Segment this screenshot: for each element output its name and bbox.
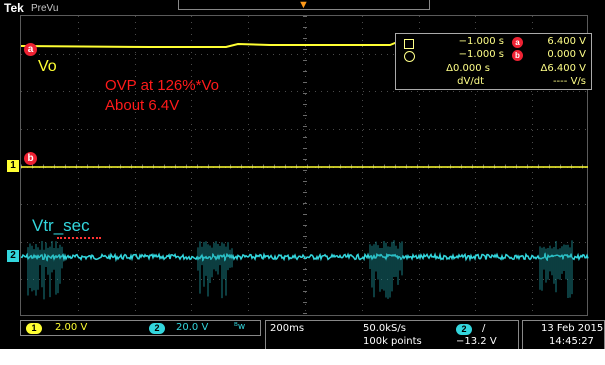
acquisition-mode: PreVu — [31, 3, 59, 14]
horizontal-settings-box[interactable]: 200ms 50.0kS/s 100k points 2 / −13.2 V — [265, 320, 519, 350]
ch2-scale: 20.0 V — [176, 322, 209, 333]
cursor-a-value: 6.400 V — [547, 36, 586, 47]
bandwidth-limit-icon: ᴮw — [234, 322, 246, 332]
cursor-b-time: −1.000 s — [458, 49, 504, 60]
slope-label: dV/dt — [457, 76, 484, 87]
ch2-ground-marker[interactable]: 2 — [7, 250, 19, 262]
delta-time: Δ0.000 s — [446, 63, 490, 74]
ch1-badge: 1 — [26, 323, 42, 334]
timebase: 200ms — [270, 323, 305, 334]
ovp-line-1: OVP at 126%*Vo — [105, 77, 219, 94]
cursor-row-a: −1.000 s a 6.400 V — [396, 36, 591, 49]
cursor-readout-panel: −1.000 s a 6.400 V −1.000 s b 0.000 V Δ0… — [395, 33, 592, 90]
slope-value: ---- V/s — [552, 76, 586, 87]
trigger-level: −13.2 V — [456, 336, 497, 347]
top-status-bar: Tek PreVu ▼ — [0, 0, 605, 17]
trigger-slope: / — [482, 323, 486, 334]
sample-rate: 50.0kS/s — [363, 323, 406, 334]
vo-annotation: Vo — [38, 58, 57, 75]
date: 13 Feb 2015 — [541, 323, 604, 334]
ch2-waveform — [20, 240, 589, 300]
ch1-scale: 2.00 V — [55, 322, 88, 333]
cursor-row-slope: dV/dt ---- V/s — [396, 76, 591, 88]
cursor-b-marker[interactable]: b — [24, 152, 37, 165]
date-time-box: 13 Feb 2015 14:45:27 — [522, 320, 605, 350]
ch2-trace — [20, 251, 589, 263]
ch2-badge: 2 — [149, 323, 165, 334]
ch1-ground-marker[interactable]: 1 — [7, 160, 19, 172]
cursor-row-delta: Δ0.000 s Δ6.400 V — [396, 63, 591, 75]
ovp-annotation: OVP at 126%*Vo About 6.4V — [105, 76, 219, 116]
delta-value: Δ6.400 V — [540, 63, 587, 74]
brand-logo: Tek — [4, 1, 24, 15]
cursor-a-badge: a — [512, 37, 523, 48]
vertical-settings-box[interactable]: 1 2.00 V 2 20.0 V ᴮw — [20, 320, 261, 336]
circle-cursor-icon — [404, 51, 415, 62]
trigger-source-badge: 2 — [456, 324, 472, 335]
cursor-b-badge: b — [512, 50, 523, 61]
vtr-annotation: Vtr_sec — [32, 216, 90, 235]
cursor-row-b: −1.000 s b 0.000 V — [396, 49, 591, 62]
ch1-waveform — [20, 42, 588, 48]
spellcheck-underline — [57, 234, 101, 239]
cursor-a-marker[interactable]: a — [24, 43, 37, 56]
cursor-b-value: 0.000 V — [547, 49, 586, 60]
cursor-a-time: −1.000 s — [458, 36, 504, 47]
record-length: 100k points — [363, 336, 422, 347]
trigger-arrow-icon[interactable]: ▼ — [298, 0, 309, 11]
screenshot-margin — [0, 349, 605, 365]
square-cursor-icon — [404, 39, 414, 49]
ovp-line-2: About 6.4V — [105, 97, 180, 114]
time: 14:45:27 — [549, 336, 594, 347]
record-view-window[interactable] — [178, 0, 430, 10]
